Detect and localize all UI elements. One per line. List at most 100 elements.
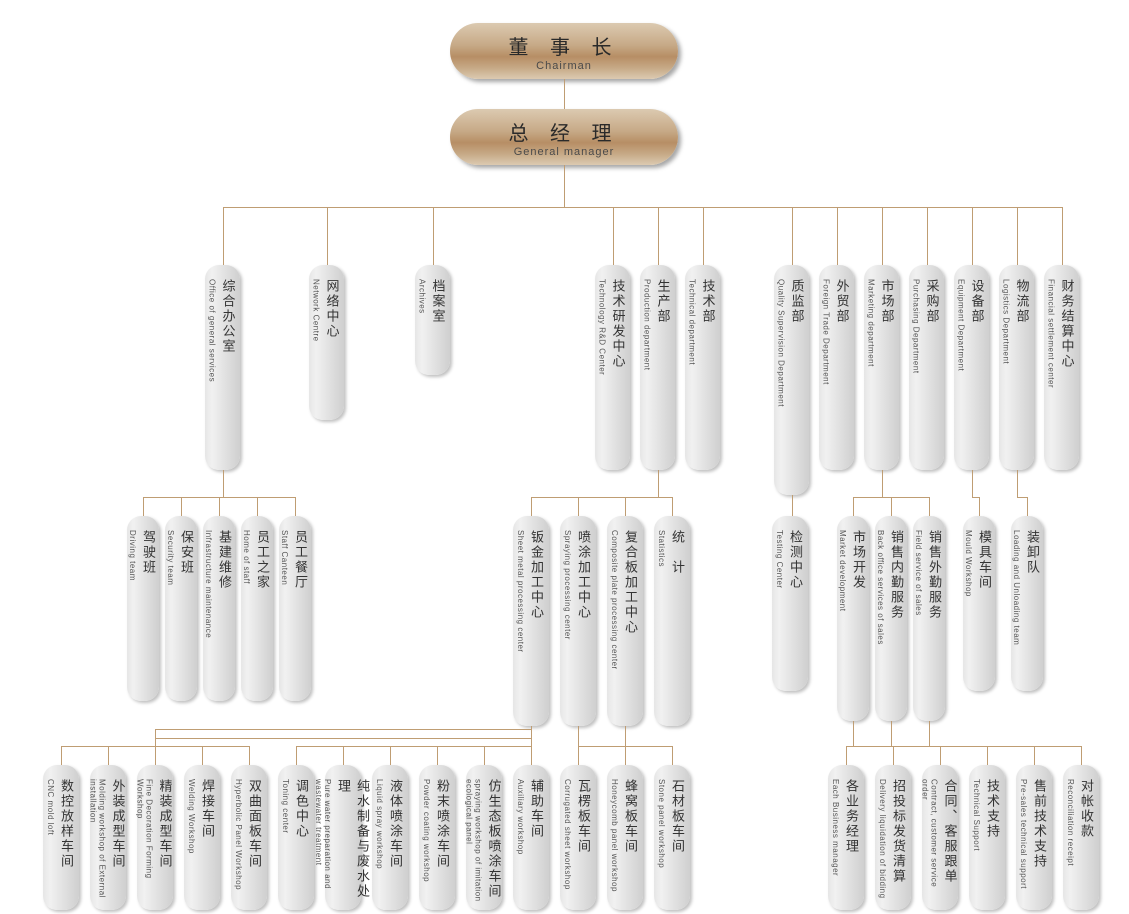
leaf-node-zh: 外装成型车间 — [109, 779, 128, 869]
leaf-node: Office of general services综合办公室 — [205, 265, 240, 470]
leaf-node: Molding workshop of External installatio… — [90, 765, 126, 910]
leaf-node: Spraying processing center喷涂加工中心 — [560, 516, 596, 726]
leaf-node: Technology R&D Center技术研发中心 — [595, 265, 630, 470]
leaf-node-en: Pre-sales technical support — [1019, 779, 1028, 889]
leaf-node-zh: 复合板加工中心 — [621, 530, 640, 635]
leaf-node: Field service of sales销售外勤服务 — [913, 516, 945, 721]
leaf-node: Home of staff员工之家 — [241, 516, 273, 701]
leaf-node: Infrastructure maintenance基建维修 — [203, 516, 235, 701]
leaf-node-en: Equipment Department — [957, 279, 966, 371]
leaf-node: Statistics统 计 — [654, 516, 690, 726]
leaf-node-zh: 精装成型车间 — [156, 779, 175, 869]
leaf-node-zh: 保安班 — [177, 530, 196, 575]
leaf-node: Back office services of sales销售内勤服务 — [875, 516, 907, 721]
leaf-node-zh: 质监部 — [788, 279, 807, 324]
leaf-node: Mould Workshop模具车间 — [963, 516, 995, 691]
leaf-node-zh: 财务结算中心 — [1058, 279, 1077, 369]
leaf-node-zh: 技术支持 — [983, 779, 1002, 839]
leaf-node-en: Home of staff — [242, 530, 251, 584]
leaf-node-en: Fine Decoration Forming Workshop — [136, 779, 154, 910]
leaf-node-zh: 仿生态板喷涂车间 — [485, 779, 504, 899]
leaf-node-zh: 蜂窝板车间 — [621, 779, 640, 854]
leaf-node-zh: 纯水制备与废水处理 — [334, 779, 372, 910]
leaf-node-zh: 网络中心 — [323, 279, 342, 339]
leaf-node-en: Pure water preparation and wastewater tr… — [314, 779, 332, 910]
leaf-node: Hyperbolic Panel Workshop双曲面板车间 — [231, 765, 267, 910]
leaf-node-zh: 粉末喷涂车间 — [433, 779, 452, 869]
leaf-node-zh: 技术研发中心 — [609, 279, 628, 369]
leaf-node: Sheet metal processing center钣金加工中心 — [513, 516, 549, 726]
leaf-node-en: Field service of sales — [914, 530, 923, 616]
leaf-node: Each Business manager各业务经理 — [828, 765, 864, 910]
leaf-node-en: Security team — [166, 530, 175, 585]
leaf-node-zh: 装卸队 — [1023, 530, 1042, 575]
leaf-node: Honeycomb panel workshop蜂窝板车间 — [607, 765, 643, 910]
leaf-node-zh: 钣金加工中心 — [527, 530, 546, 620]
leaf-node-en: Liquid spray workshop — [375, 779, 384, 869]
leaf-node-zh: 液体喷涂车间 — [386, 779, 405, 869]
leaf-node-zh: 双曲面板车间 — [245, 779, 264, 869]
leaf-node-en: Sheet metal processing center — [516, 530, 525, 653]
leaf-node: Corrugated sheet workshop瓦楞板车间 — [560, 765, 596, 910]
leaf-node: Reconciliation receipt对帐收款 — [1063, 765, 1099, 910]
leaf-node: Foreign Trade Department外贸部 — [819, 265, 854, 470]
leaf-node: Fine Decoration Forming Workshop精装成型车间 — [137, 765, 173, 910]
leaf-node-en: Technical Support — [972, 779, 981, 851]
leaf-node: CNC mold loft数控放样车间 — [43, 765, 79, 910]
leaf-node: Marketing department市场部 — [864, 265, 899, 470]
leaf-node-en: Composite plate processing center — [610, 530, 619, 670]
leaf-node-en: Back office services of sales — [876, 530, 885, 645]
leaf-node: Production department生产部 — [640, 265, 675, 470]
leaf-node-zh: 设备部 — [968, 279, 987, 324]
leaf-node: Powder coating workshop粉末喷涂车间 — [419, 765, 455, 910]
leaf-node-zh: 石材板车间 — [668, 779, 687, 854]
leaf-node: Stone panel workshop石材板车间 — [654, 765, 690, 910]
leaf-node: spraying workshop of imitation ecologica… — [466, 765, 502, 910]
leaf-node: Technical department技术部 — [685, 265, 720, 470]
leaf-node-en: Staff Canteen — [280, 530, 289, 585]
leaf-node-zh: 员工餐厅 — [291, 530, 310, 590]
leaf-node-en: Quality Supervision Department — [777, 279, 786, 407]
leaf-node-en: Reconciliation receipt — [1066, 779, 1075, 866]
leaf-node: Delivery liquidation of bidding招投标发货清算 — [875, 765, 911, 910]
leaf-node: Composite plate processing center复合板加工中心 — [607, 516, 643, 726]
leaf-node-zh: 各业务经理 — [842, 779, 861, 854]
leaf-node: Security team保安班 — [165, 516, 197, 701]
leaf-node-en: spraying workshop of imitation ecologica… — [465, 779, 483, 910]
leaf-node: Financial settlement center财务结算中心 — [1044, 265, 1079, 470]
leaf-node-en: Archives — [418, 279, 427, 314]
leaf-node-zh: 员工之家 — [253, 530, 272, 590]
leaf-node: Toning center调色中心 — [278, 765, 314, 910]
leaf-node: Technical Support技术支持 — [969, 765, 1005, 910]
leaf-node-zh: 数控放样车间 — [57, 779, 76, 869]
leaf-node: Liquid spray workshop液体喷涂车间 — [372, 765, 408, 910]
leaf-node-en: Statistics — [657, 530, 666, 567]
leaf-node-en: Infrastructure maintenance — [204, 530, 213, 638]
leaf-node-zh: 对帐收款 — [1077, 779, 1096, 839]
leaf-node-en: Office of general services — [208, 279, 217, 382]
leaf-node-en: Hyperbolic Panel Workshop — [234, 779, 243, 890]
leaf-node-zh: 瓦楞板车间 — [574, 779, 593, 854]
leaf-node-zh: 生产部 — [654, 279, 673, 324]
leaf-node-en: Contract, customer service order — [921, 779, 939, 910]
leaf-node-zh: 合同、客服跟单 — [941, 779, 960, 884]
leaf-node-en: Delivery liquidation of bidding — [878, 779, 887, 899]
top-node-en: Chairman — [536, 60, 592, 72]
leaf-node-en: CNC mold loft — [46, 779, 55, 835]
leaf-node-en: Marketing department — [867, 279, 876, 367]
leaf-node: Network Centre网络中心 — [309, 265, 344, 420]
leaf-node: Pure water preparation and wastewater tr… — [325, 765, 361, 910]
leaf-node-zh: 检测中心 — [786, 530, 805, 590]
top-node: 董 事 长Chairman — [450, 23, 678, 79]
leaf-node: Equipment Department设备部 — [954, 265, 989, 470]
leaf-node-zh: 档案室 — [429, 279, 448, 324]
leaf-node-zh: 物流部 — [1013, 279, 1032, 324]
leaf-node: Quality Supervision Department质监部 — [774, 265, 809, 495]
leaf-node-en: Logistics Department — [1002, 279, 1011, 364]
top-node-en: General manager — [514, 146, 615, 158]
top-node-zh: 总 经 理 — [508, 117, 619, 146]
leaf-node: Purchasing Department采购部 — [909, 265, 944, 470]
leaf-node-en: Corrugated sheet workshop — [563, 779, 572, 890]
leaf-node-en: Technology R&D Center — [598, 279, 607, 375]
leaf-node-en: Auxiliary workshop — [516, 779, 525, 855]
